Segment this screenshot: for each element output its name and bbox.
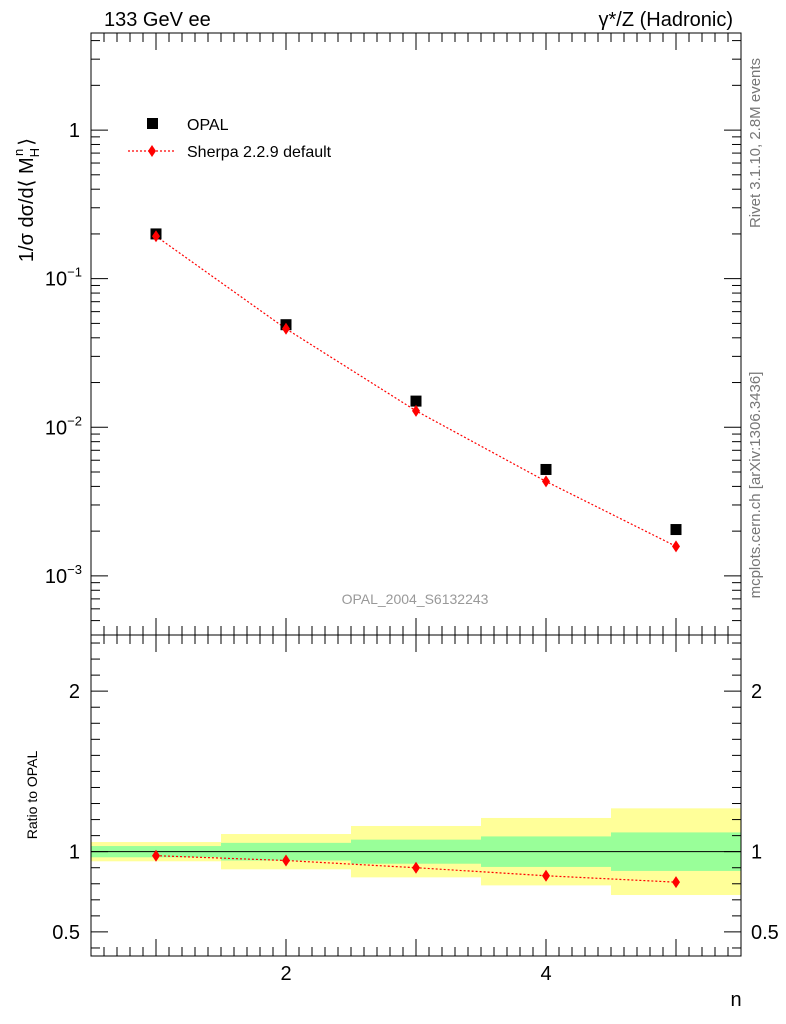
ratio-series (152, 849, 680, 889)
x-tick-label: 4 (540, 963, 551, 985)
ratio-y-tick-label-right: 1 (751, 842, 762, 864)
main-y-tick-label: 10−3 (45, 562, 82, 588)
main-series (150, 228, 682, 553)
legend-label-opal: OPAL (187, 117, 229, 134)
sherpa-point (152, 230, 160, 243)
opal-point (410, 395, 422, 407)
legend-marker-sherpa (148, 145, 156, 157)
ratio-y-tick-labels: 0.5 0.5 1 1 2 2 (52, 681, 779, 944)
svg-text:1/σ dσ/d⟨ MHn⟩: 1/σ dσ/d⟨ MHn⟩ (11, 138, 42, 262)
ratio-y-tick-label-left: 0.5 (52, 922, 80, 944)
main-y-axis-label: 1/σ dσ/d⟨ MHn⟩ (11, 138, 42, 262)
legend-marker-opal (147, 118, 158, 129)
ratio-y-tick-label-left: 2 (69, 681, 80, 703)
sherpa-point (282, 322, 290, 335)
ratio-y-tick-label-right: 0.5 (751, 922, 779, 944)
title-left: 133 GeV ee (104, 9, 211, 31)
legend-label-sherpa: Sherpa 2.2.9 default (187, 144, 332, 161)
ratio-y-tick-label-left: 1 (69, 842, 80, 864)
main-y-tick-label: 1 (69, 120, 80, 142)
opal-point (540, 463, 552, 475)
sherpa-point (542, 475, 550, 488)
analysis-watermark: OPAL_2004_S6132243 (342, 591, 489, 607)
ratio-y-tick-label-right: 2 (751, 681, 762, 703)
main-panel: 1 10−1 10−2 10−3 OPAL_2004_S6132243 1/σ dσ/… (11, 32, 742, 636)
main-y-tick-label: 10−1 (45, 265, 82, 291)
ratio-y-axis-label: Ratio to OPAL (24, 751, 40, 840)
main-y-tick-label: 10−2 (45, 413, 82, 439)
title-right: γ*/Z (Hadronic) (599, 9, 733, 31)
main-y-tick-labels: 1 10−1 10−2 10−3 (45, 120, 82, 588)
opal-point (670, 524, 682, 536)
ratio-sherpa-point (412, 861, 420, 874)
x-tick-label: 2 (280, 963, 291, 985)
ratio-sherpa-point (282, 854, 290, 867)
sherpa-line (155, 235, 677, 547)
legend: OPAL Sherpa 2.2.9 default (128, 117, 332, 161)
ratio-axis-ticks (90, 635, 742, 956)
sherpa-point (412, 404, 420, 417)
ratio-sherpa-point (542, 869, 550, 882)
ratio-sherpa-point (672, 876, 680, 889)
ratio-frame (90, 634, 742, 957)
x-axis-label: n (730, 989, 741, 1011)
sherpa-point (672, 540, 680, 553)
ratio-sherpa-point (152, 849, 160, 862)
mcplots-label: mcplots.cern.ch [arXiv:1306.3436] (747, 372, 764, 599)
rivet-label: Rivet 3.1.10, 2.8M events (747, 58, 764, 228)
